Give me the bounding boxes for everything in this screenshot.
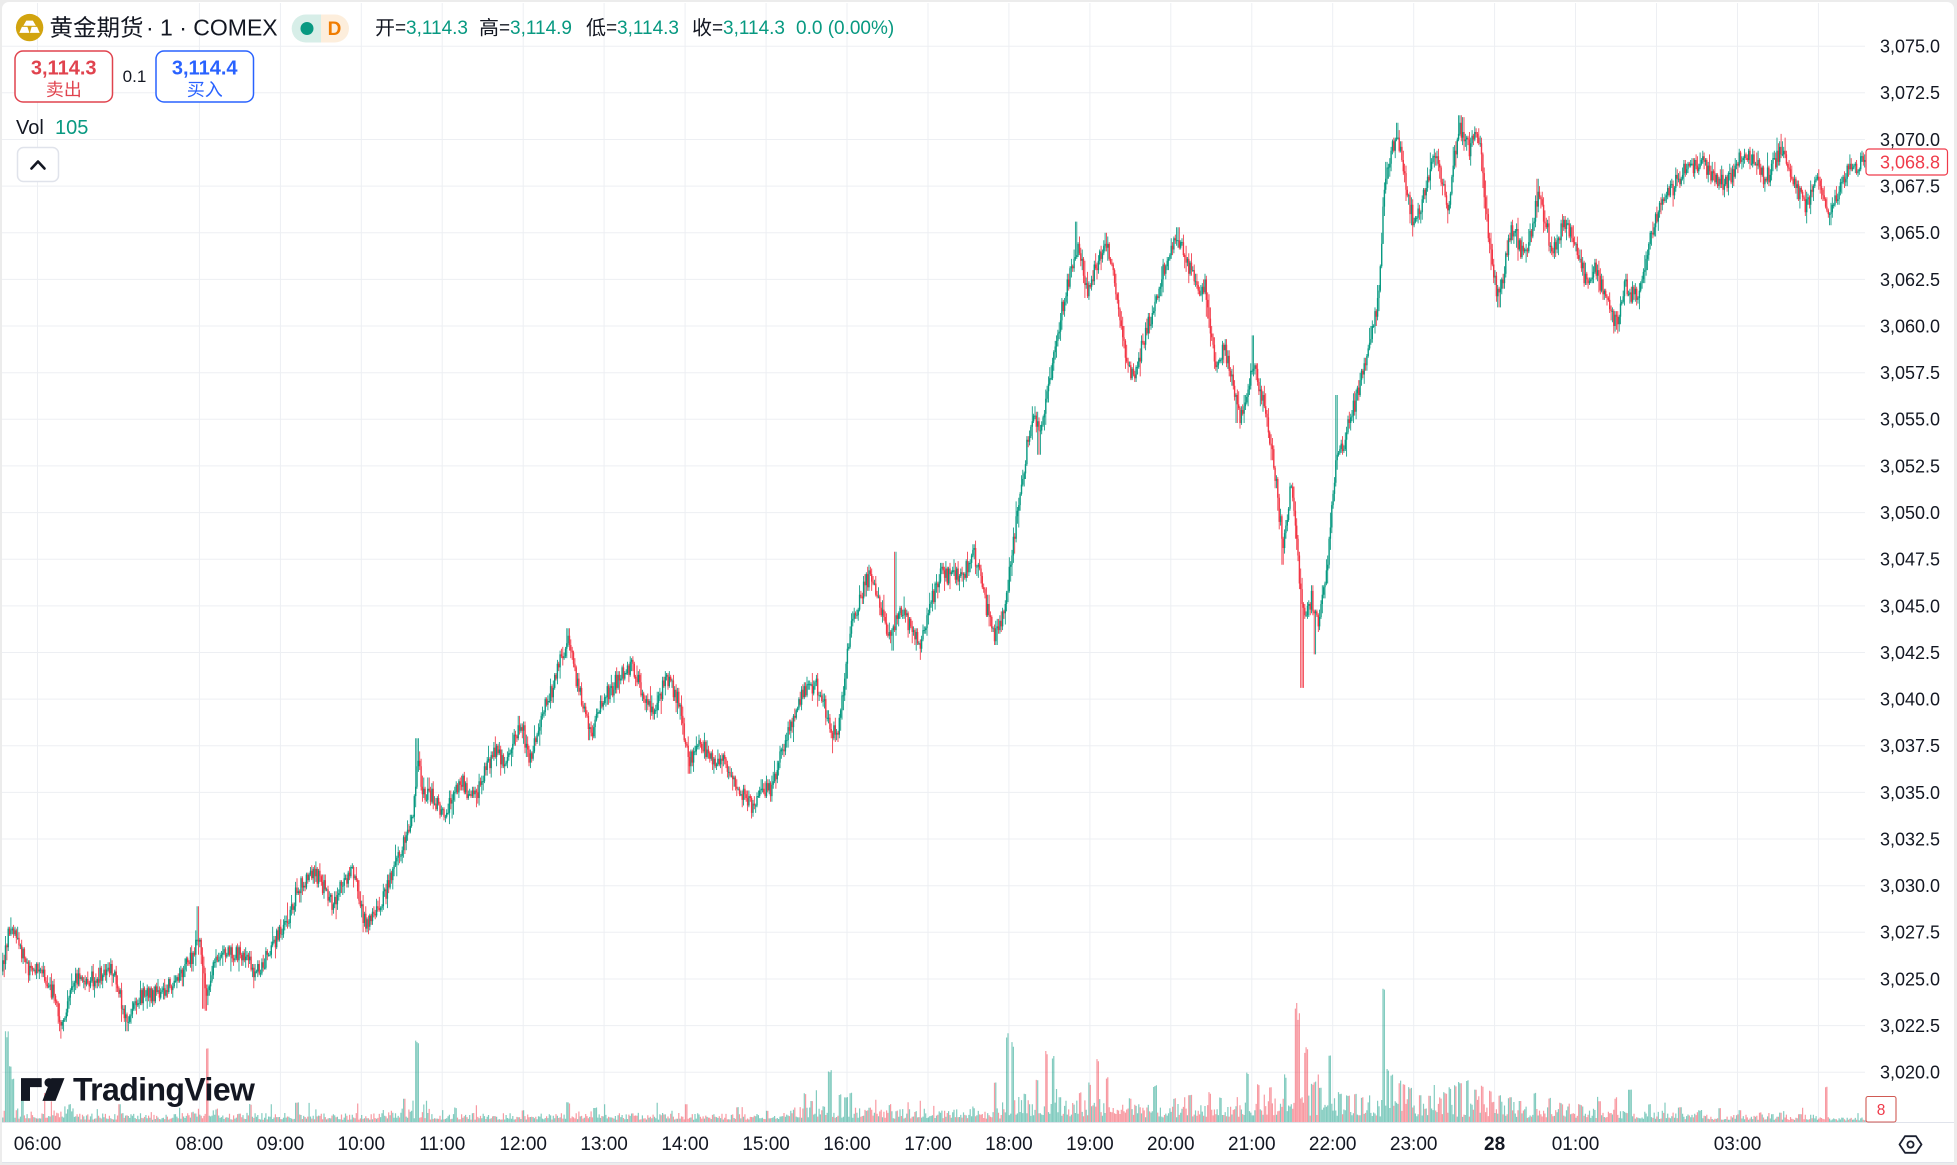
svg-text:01:00: 01:00 xyxy=(1552,1134,1600,1155)
svg-text:3,067.5: 3,067.5 xyxy=(1880,177,1940,197)
svg-text:18:00: 18:00 xyxy=(985,1134,1033,1155)
svg-text:06:00: 06:00 xyxy=(14,1134,62,1155)
svg-text:12:00: 12:00 xyxy=(499,1134,547,1155)
svg-text:3,062.5: 3,062.5 xyxy=(1880,270,1940,290)
svg-text:09:00: 09:00 xyxy=(257,1134,305,1155)
svg-text:3,047.5: 3,047.5 xyxy=(1880,550,1940,570)
svg-text:105: 105 xyxy=(55,117,88,139)
svg-text:3,022.5: 3,022.5 xyxy=(1880,1016,1940,1036)
svg-text:3,032.5: 3,032.5 xyxy=(1880,829,1940,849)
svg-text:3,052.5: 3,052.5 xyxy=(1880,456,1940,476)
svg-text:3,042.5: 3,042.5 xyxy=(1880,643,1940,663)
svg-text:3,025.0: 3,025.0 xyxy=(1880,969,1940,989)
svg-text:=: = xyxy=(395,18,406,39)
svg-text:20:00: 20:00 xyxy=(1147,1134,1195,1155)
svg-text:17:00: 17:00 xyxy=(904,1134,952,1155)
svg-text:3,040.0: 3,040.0 xyxy=(1880,690,1940,710)
svg-text:3,075.0: 3,075.0 xyxy=(1880,37,1940,57)
svg-text:21:00: 21:00 xyxy=(1228,1134,1276,1155)
svg-text:3,050.0: 3,050.0 xyxy=(1880,503,1940,523)
svg-text:3,114.3: 3,114.3 xyxy=(406,18,468,39)
svg-text:3,070.0: 3,070.0 xyxy=(1880,130,1940,150)
svg-text:0.0 (0.00%): 0.0 (0.00%) xyxy=(796,18,894,39)
svg-text:3,114.3: 3,114.3 xyxy=(31,58,97,80)
svg-text:=: = xyxy=(712,18,723,39)
svg-text:03:00: 03:00 xyxy=(1714,1134,1762,1155)
svg-text:3,114.3: 3,114.3 xyxy=(617,18,679,39)
svg-text:14:00: 14:00 xyxy=(661,1134,709,1155)
svg-text:3,114.3: 3,114.3 xyxy=(723,18,785,39)
svg-text:3,055.0: 3,055.0 xyxy=(1880,410,1940,430)
svg-text:0.1: 0.1 xyxy=(123,67,147,86)
svg-text:3,057.5: 3,057.5 xyxy=(1880,363,1940,383)
svg-text:19:00: 19:00 xyxy=(1066,1134,1114,1155)
svg-text:3,114.9: 3,114.9 xyxy=(510,18,572,39)
svg-text:15:00: 15:00 xyxy=(742,1134,790,1155)
svg-text:08:00: 08:00 xyxy=(176,1134,224,1155)
svg-text:=: = xyxy=(499,18,510,39)
svg-text:28: 28 xyxy=(1484,1134,1505,1155)
svg-text:10:00: 10:00 xyxy=(338,1134,386,1155)
svg-text:3,035.0: 3,035.0 xyxy=(1880,783,1940,803)
svg-text:3,020.0: 3,020.0 xyxy=(1880,1063,1940,1083)
svg-text:3,027.5: 3,027.5 xyxy=(1880,923,1940,943)
svg-text:8: 8 xyxy=(1877,1102,1886,1119)
svg-text:3,045.0: 3,045.0 xyxy=(1880,596,1940,616)
svg-text:=: = xyxy=(606,18,617,39)
svg-text:22:00: 22:00 xyxy=(1309,1134,1357,1155)
svg-text:16:00: 16:00 xyxy=(823,1134,871,1155)
svg-text:3,030.0: 3,030.0 xyxy=(1880,876,1940,896)
svg-text:3,060.0: 3,060.0 xyxy=(1880,316,1940,336)
svg-text:11:00: 11:00 xyxy=(419,1134,465,1155)
svg-text:23:00: 23:00 xyxy=(1390,1134,1438,1155)
svg-text:3,072.5: 3,072.5 xyxy=(1880,83,1940,103)
svg-text:13:00: 13:00 xyxy=(580,1134,628,1155)
svg-text:Vol: Vol xyxy=(16,117,44,139)
svg-text:3,114.4: 3,114.4 xyxy=(172,58,239,80)
svg-text:3,065.0: 3,065.0 xyxy=(1880,223,1940,243)
svg-text:D: D xyxy=(328,19,342,40)
svg-text:3,037.5: 3,037.5 xyxy=(1880,736,1940,756)
svg-text:3,068.8: 3,068.8 xyxy=(1880,152,1940,172)
svg-text:· 1 · COMEX: · 1 · COMEX xyxy=(146,15,278,41)
svg-text:TradingView: TradingView xyxy=(73,1072,255,1108)
